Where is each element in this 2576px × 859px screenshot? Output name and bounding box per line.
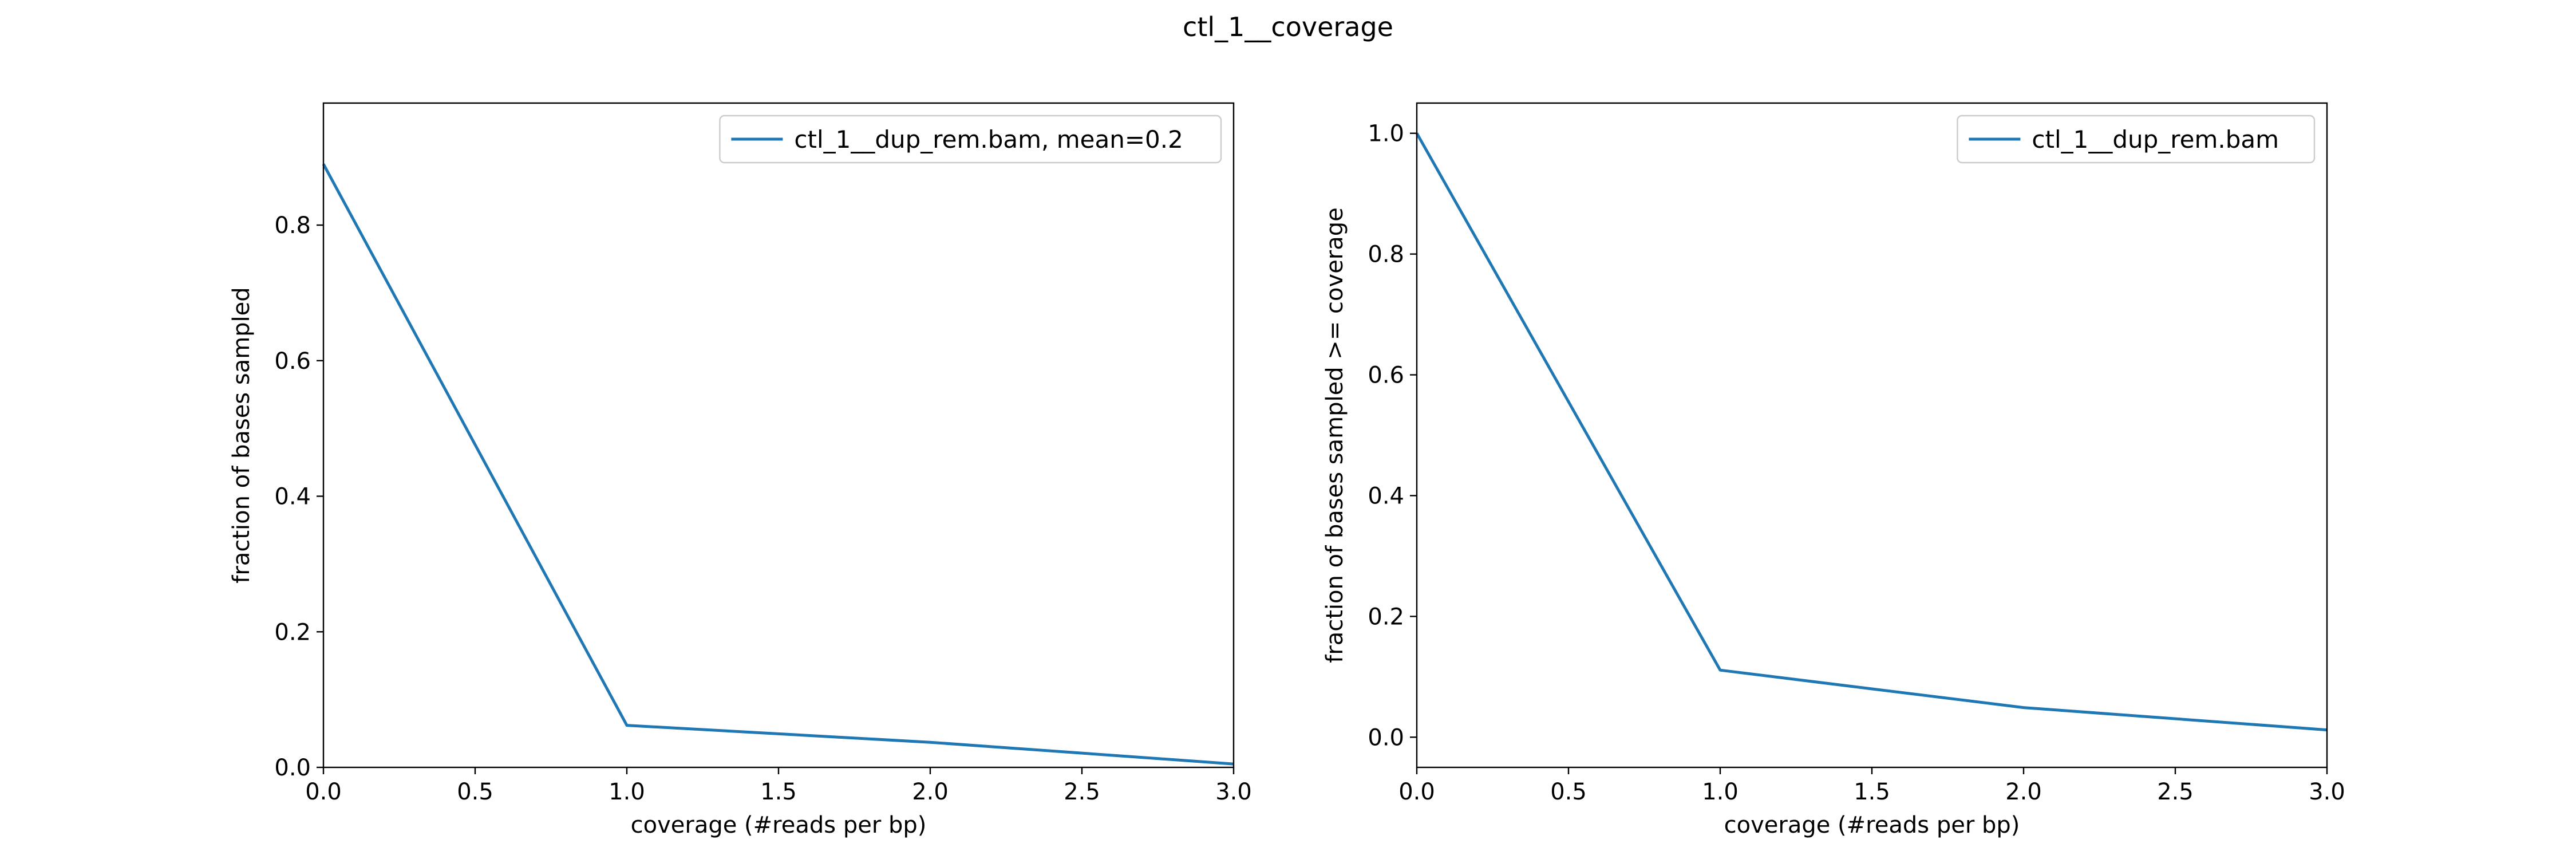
legend-label: ctl_1__dup_rem.bam, mean=0.2: [794, 125, 1183, 153]
y-axis-label: fraction of bases sampled >= coverage: [1322, 207, 1348, 663]
y-tick-label: 0.0: [274, 755, 311, 781]
y-tick-label: 0.4: [1368, 483, 1404, 509]
y-tick-label: 0.6: [274, 348, 311, 375]
y-tick-label: 0.0: [1368, 724, 1404, 751]
plot-frame: [322, 102, 1235, 769]
x-tick-label: 2.0: [912, 779, 949, 805]
x-tick-label: 3.0: [1215, 779, 1252, 805]
x-tick-label: 2.5: [1064, 779, 1100, 805]
y-tick-label: 0.4: [274, 484, 311, 510]
legend: ctl_1__dup_rem.bam: [1957, 115, 2316, 164]
x-tick-label: 0.5: [457, 779, 493, 805]
legend: ctl_1__dup_rem.bam, mean=0.2: [719, 115, 1222, 164]
x-tick-label: 1.0: [609, 779, 645, 805]
x-tick-label: 2.5: [2157, 779, 2194, 805]
y-tick-label: 0.2: [274, 619, 311, 645]
x-tick-label: 0.5: [1550, 779, 1587, 805]
y-tick-label: 1.0: [1368, 121, 1404, 147]
x-tick-label: 0.0: [1398, 779, 1435, 805]
series-line: [1415, 132, 2328, 732]
x-axis-label: coverage (#reads per bp): [1724, 812, 2020, 838]
x-tick-label: 1.5: [760, 779, 797, 805]
x-axis-label: coverage (#reads per bp): [631, 812, 927, 838]
x-tick-label: 2.0: [2005, 779, 2042, 805]
x-tick-label: 1.0: [1702, 779, 1739, 805]
y-axis-label: fraction of bases sampled: [228, 287, 255, 583]
chart-cumulative-coverage: 0.0 0.5 1.0 1.5 2.0 2.5 3.0 0.0 0.2 0.4 0.6 0.8 1.0 c…: [1322, 102, 2345, 838]
x-tick-label: 0.0: [305, 779, 342, 805]
y-tick-label: 0.2: [1368, 604, 1404, 630]
legend-box: [1957, 115, 2316, 164]
figure-title: ctl_1__coverage: [1183, 11, 1393, 42]
y-tick-label: 0.8: [1368, 242, 1404, 268]
plot-frame: [1416, 102, 2328, 769]
legend-box: [719, 115, 1222, 164]
x-tick-label: 3.0: [2309, 779, 2345, 805]
chart-coverage-distribution: 0.0 0.5 1.0 1.5 2.0 2.5 3.0 0.0 0.2 0.4 0.6 0.8 cove…: [228, 102, 1252, 838]
y-tick-label: 0.8: [274, 212, 311, 239]
legend-label: ctl_1__dup_rem.bam: [2032, 125, 2279, 153]
series-line: [322, 163, 1234, 766]
x-tick-label: 1.5: [1854, 779, 1890, 805]
y-tick-label: 0.6: [1368, 362, 1404, 389]
